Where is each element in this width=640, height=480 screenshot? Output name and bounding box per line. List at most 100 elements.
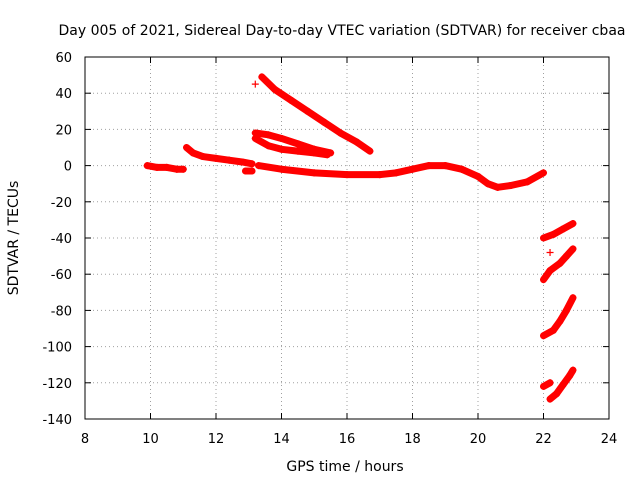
y-tick-label: -80 [51,304,72,319]
data-point [294,147,302,155]
y-tick-label: -20 [51,196,72,211]
data-point [569,245,577,253]
data-point [153,163,161,171]
data-point [559,381,567,389]
data-point [304,107,312,115]
y-tick-label: 60 [55,51,72,66]
data-point [278,145,285,153]
data-point [458,165,466,173]
data-point [258,73,266,81]
data-point [323,151,331,159]
data-point [173,165,181,173]
data-point [251,134,259,142]
series-arc-9 [540,245,577,284]
series-segment [278,165,318,177]
data-point [376,171,384,179]
data-point [540,332,547,340]
data-point [523,178,531,186]
y-tick-label: -120 [42,377,72,392]
series-arc-13 [546,366,577,403]
data-point [241,167,249,175]
x-tick-label: 16 [339,432,356,447]
y-tick-label: -100 [42,341,72,356]
chart-title: Day 005 of 2021, Sidereal Day-to-day VTE… [59,23,626,39]
data-point [562,252,570,260]
x-tick-label: 10 [142,432,159,447]
series-arc-5 [251,129,335,157]
data-point [343,171,351,179]
data-point [484,180,492,188]
data-point [310,149,318,157]
data-point [189,149,197,157]
data-point [409,165,416,173]
data-points [143,73,577,403]
data-point [278,165,285,173]
data-point [179,165,187,173]
series-segment [310,169,351,179]
x-tick-label: 18 [404,432,421,447]
data-point [441,162,449,170]
data-point [562,306,570,314]
data-point [183,144,191,151]
data-point [549,230,557,238]
y-tick-label: -40 [51,232,72,247]
data-point [556,317,564,325]
x-tick-label: 24 [601,432,618,447]
y-tick-label: -140 [42,413,72,428]
y-tick-label: -60 [51,268,72,283]
data-point [353,138,361,146]
data-point [336,129,344,137]
data-point [540,276,547,284]
data-point [248,160,256,168]
data-point [540,382,547,390]
data-point [474,172,482,180]
series-segment [255,162,285,173]
data-point [566,372,574,380]
data-point [540,234,547,242]
series-outlier-1 [251,80,259,88]
plot-frame [84,56,610,420]
data-point [494,183,502,191]
data-point [507,182,515,190]
series-arc-8 [540,220,577,242]
data-point [553,390,561,398]
data-point [540,169,547,177]
x-tick-label: 8 [81,432,89,447]
series-segment [562,245,577,260]
series-segment [523,169,547,186]
series-arc-1 [143,162,187,173]
data-point [559,225,567,233]
data-point [225,156,233,164]
data-point [366,147,374,155]
x-tick-label: 22 [535,432,552,447]
data-point [392,169,400,177]
data-point [278,134,285,142]
data-point [556,259,564,267]
data-point [199,153,207,161]
data-point [248,167,256,175]
y-axis-label: SDTVAR / TECUs [6,181,22,296]
data-point [143,162,151,170]
data-point [546,248,554,256]
data-point [287,96,295,104]
series-segment [559,220,577,233]
data-point [163,163,171,171]
data-point [271,86,279,94]
data-point [549,326,557,334]
data-point [238,158,246,166]
data-point [310,169,318,177]
data-point [546,395,554,403]
y-tick-label: 40 [55,87,72,102]
series-segment [540,379,554,390]
data-point [546,379,554,387]
tick-labels: 8 10 12 14 16 18 20 22 24 -140 -120 -100 -80 -60 -40 -2… [42,51,617,447]
series-segment [562,294,577,314]
x-axis-label: GPS time / hours [286,459,403,475]
data-point [569,294,577,302]
series-segment [353,138,374,155]
series-arc-6 [251,134,331,159]
series-arc-11 [540,294,577,340]
data-point [425,162,433,170]
x-tick-label: 14 [273,432,290,447]
